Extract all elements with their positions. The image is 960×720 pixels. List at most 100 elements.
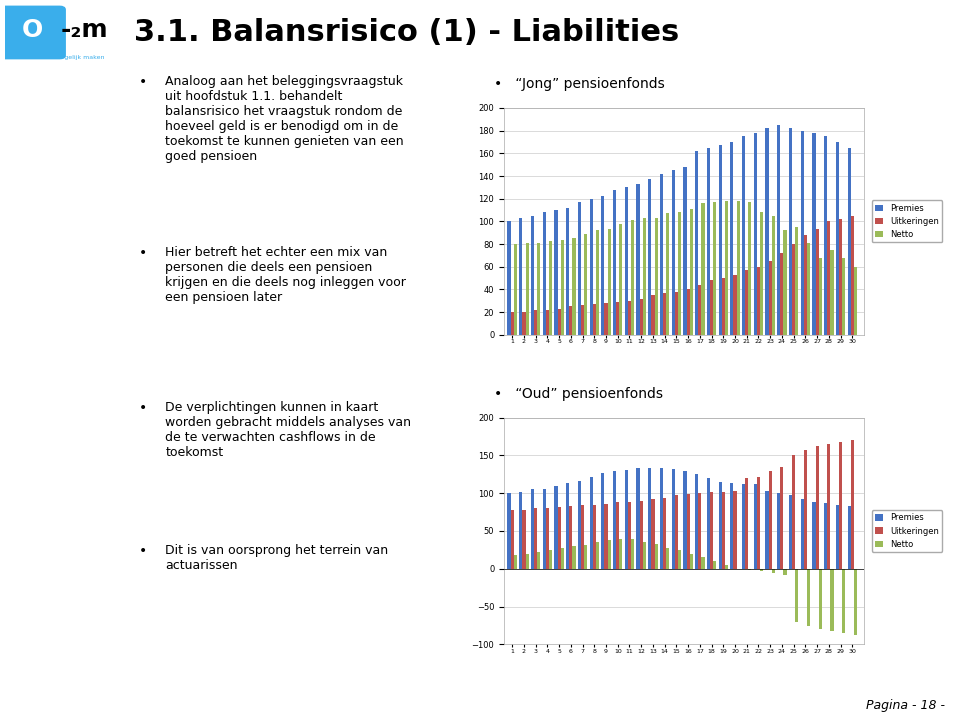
Bar xyxy=(538,243,540,335)
Bar xyxy=(534,310,538,335)
Bar xyxy=(733,491,736,569)
Bar xyxy=(707,478,710,569)
Bar xyxy=(754,133,756,335)
Bar xyxy=(722,278,725,335)
Bar xyxy=(628,502,631,569)
Bar xyxy=(815,446,819,569)
Bar xyxy=(672,171,675,335)
Bar xyxy=(710,280,713,335)
Bar xyxy=(686,289,689,335)
Text: Ondernemen mogelijk maken: Ondernemen mogelijk maken xyxy=(11,55,105,60)
Bar xyxy=(725,201,728,335)
Bar xyxy=(663,293,666,335)
Bar xyxy=(619,539,622,569)
Bar xyxy=(613,471,616,569)
Bar xyxy=(807,243,810,335)
Bar xyxy=(592,304,596,335)
Bar xyxy=(713,562,716,569)
Bar xyxy=(655,218,658,335)
Bar xyxy=(707,148,710,335)
Bar xyxy=(754,484,756,569)
Bar xyxy=(675,292,678,335)
Text: •   “Oud” pensioenfonds: • “Oud” pensioenfonds xyxy=(494,387,663,401)
Bar xyxy=(672,469,675,569)
Bar xyxy=(736,201,740,335)
Bar xyxy=(525,243,529,335)
Bar xyxy=(514,244,516,335)
Bar xyxy=(608,230,611,335)
Bar xyxy=(663,498,666,569)
Bar xyxy=(795,227,799,335)
Bar xyxy=(522,510,525,569)
Bar xyxy=(689,554,693,569)
Bar xyxy=(848,148,851,335)
Bar xyxy=(601,473,605,569)
Bar xyxy=(698,493,702,569)
Text: Dit is van oorsprong het terrein van
actuarissen: Dit is van oorsprong het terrein van act… xyxy=(165,544,389,572)
Bar xyxy=(684,167,686,335)
Bar xyxy=(514,555,516,569)
Bar xyxy=(596,230,599,335)
Bar xyxy=(554,210,558,335)
Bar xyxy=(619,224,622,335)
Bar xyxy=(639,501,643,569)
Bar xyxy=(801,130,804,335)
Bar xyxy=(542,489,546,569)
Bar xyxy=(651,499,655,569)
Bar xyxy=(572,546,576,569)
Bar xyxy=(745,270,748,335)
Text: -₂m: -₂m xyxy=(61,18,108,42)
Bar xyxy=(569,307,572,335)
Bar xyxy=(695,151,698,335)
Bar xyxy=(748,569,752,570)
Bar xyxy=(546,310,549,335)
Bar xyxy=(792,455,795,569)
Bar xyxy=(748,202,752,335)
Bar xyxy=(789,128,792,335)
Bar xyxy=(842,569,846,633)
Bar xyxy=(643,218,646,335)
Bar xyxy=(660,174,663,335)
Bar xyxy=(689,209,693,335)
Bar xyxy=(718,482,722,569)
Bar xyxy=(675,495,678,569)
Bar xyxy=(778,493,780,569)
Bar xyxy=(731,483,733,569)
Bar xyxy=(519,492,522,569)
Bar xyxy=(584,544,588,569)
Bar xyxy=(812,503,815,569)
Bar xyxy=(839,219,842,335)
Bar xyxy=(830,250,833,335)
Bar xyxy=(546,508,549,569)
Bar xyxy=(605,504,608,569)
Bar xyxy=(589,477,592,569)
Bar xyxy=(830,569,833,631)
Bar xyxy=(853,569,857,635)
Bar xyxy=(801,499,804,569)
Bar xyxy=(616,503,619,569)
Bar xyxy=(542,212,546,335)
Bar xyxy=(702,557,705,569)
Text: De verplichtingen kunnen in kaart
worden gebracht middels analyses van
de te ver: De verplichtingen kunnen in kaart worden… xyxy=(165,401,411,459)
Bar xyxy=(731,142,733,335)
Bar xyxy=(525,554,529,569)
Bar xyxy=(531,216,534,335)
Bar xyxy=(648,468,651,569)
Bar xyxy=(695,474,698,569)
Bar xyxy=(572,238,576,335)
Bar xyxy=(592,505,596,569)
Bar xyxy=(561,240,564,335)
Bar xyxy=(745,478,748,569)
Bar xyxy=(601,197,605,335)
Bar xyxy=(760,212,763,335)
Bar xyxy=(631,539,635,569)
Bar xyxy=(628,301,631,335)
Bar xyxy=(804,235,807,335)
Bar xyxy=(655,544,658,569)
Bar xyxy=(686,494,689,569)
Bar xyxy=(756,266,760,335)
Bar xyxy=(718,145,722,335)
Bar xyxy=(596,542,599,569)
Bar xyxy=(722,492,725,569)
Text: O: O xyxy=(21,18,43,42)
